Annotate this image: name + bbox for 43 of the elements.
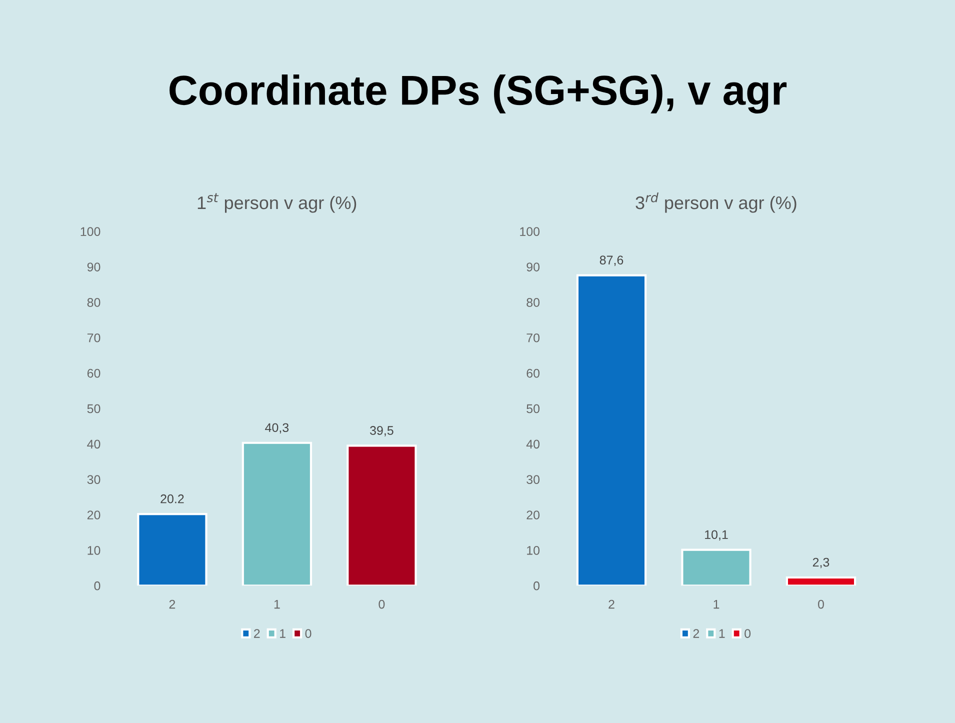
y-tick-label: 30 xyxy=(87,475,100,484)
data-label: 39,5 xyxy=(370,426,394,436)
y-tick-label: 30 xyxy=(526,475,540,484)
chart-subtitle: 1$^{st}$ person v agr (%) xyxy=(198,193,356,213)
data-label: 10,1 xyxy=(705,530,728,541)
legend-label: 1 xyxy=(719,629,725,638)
x-tick-label: 1 xyxy=(714,600,720,609)
x-tick-label: 0 xyxy=(818,600,824,609)
y-tick-label: 40 xyxy=(87,440,100,449)
y-tick-label: 80 xyxy=(526,298,540,307)
data-label: 40,3 xyxy=(265,423,289,434)
y-tick-label: 50 xyxy=(526,404,540,414)
y-tick-label: 0 xyxy=(534,581,540,590)
y-tick-label: 50 xyxy=(87,404,100,414)
x-tick-label: 2 xyxy=(608,600,614,609)
y-tick-label: 60 xyxy=(526,368,540,378)
legend-label: 2 xyxy=(254,629,260,638)
y-tick-label: 80 xyxy=(87,298,100,307)
x-tick-label: 2 xyxy=(169,600,176,609)
data-label: 2,3 xyxy=(812,558,830,568)
legend-label: 0 xyxy=(744,629,751,638)
y-tick-label: 40 xyxy=(526,440,540,449)
y-tick-label: 90 xyxy=(526,262,540,272)
y-tick-label: 10 xyxy=(88,546,100,555)
x-tick-label: 0 xyxy=(378,600,385,609)
y-tick-label: 10 xyxy=(527,546,540,555)
y-tick-label: 20 xyxy=(526,510,540,520)
chart-title: Coordinate DPs (SG+SG), v agr xyxy=(170,74,787,114)
legend-label: 2 xyxy=(693,629,700,638)
y-tick-label: 90 xyxy=(87,262,100,272)
legend-label: 1 xyxy=(280,629,286,638)
y-tick-label: 60 xyxy=(87,368,100,378)
y-tick-label: 100 xyxy=(80,227,100,236)
data-label: 87,6 xyxy=(600,256,624,266)
y-tick-label: 70 xyxy=(526,333,540,342)
chart-subtitle: 3$^{rd}$ person v agr (%) xyxy=(636,192,796,213)
y-tick-label: 20 xyxy=(87,510,100,520)
data-label: 20.2 xyxy=(160,494,184,504)
y-tick-label: 70 xyxy=(87,333,100,342)
y-tick-label: 100 xyxy=(520,227,540,236)
y-tick-label: 0 xyxy=(94,581,100,590)
legend-label: 0 xyxy=(305,629,312,638)
x-tick-label: 1 xyxy=(274,600,280,609)
